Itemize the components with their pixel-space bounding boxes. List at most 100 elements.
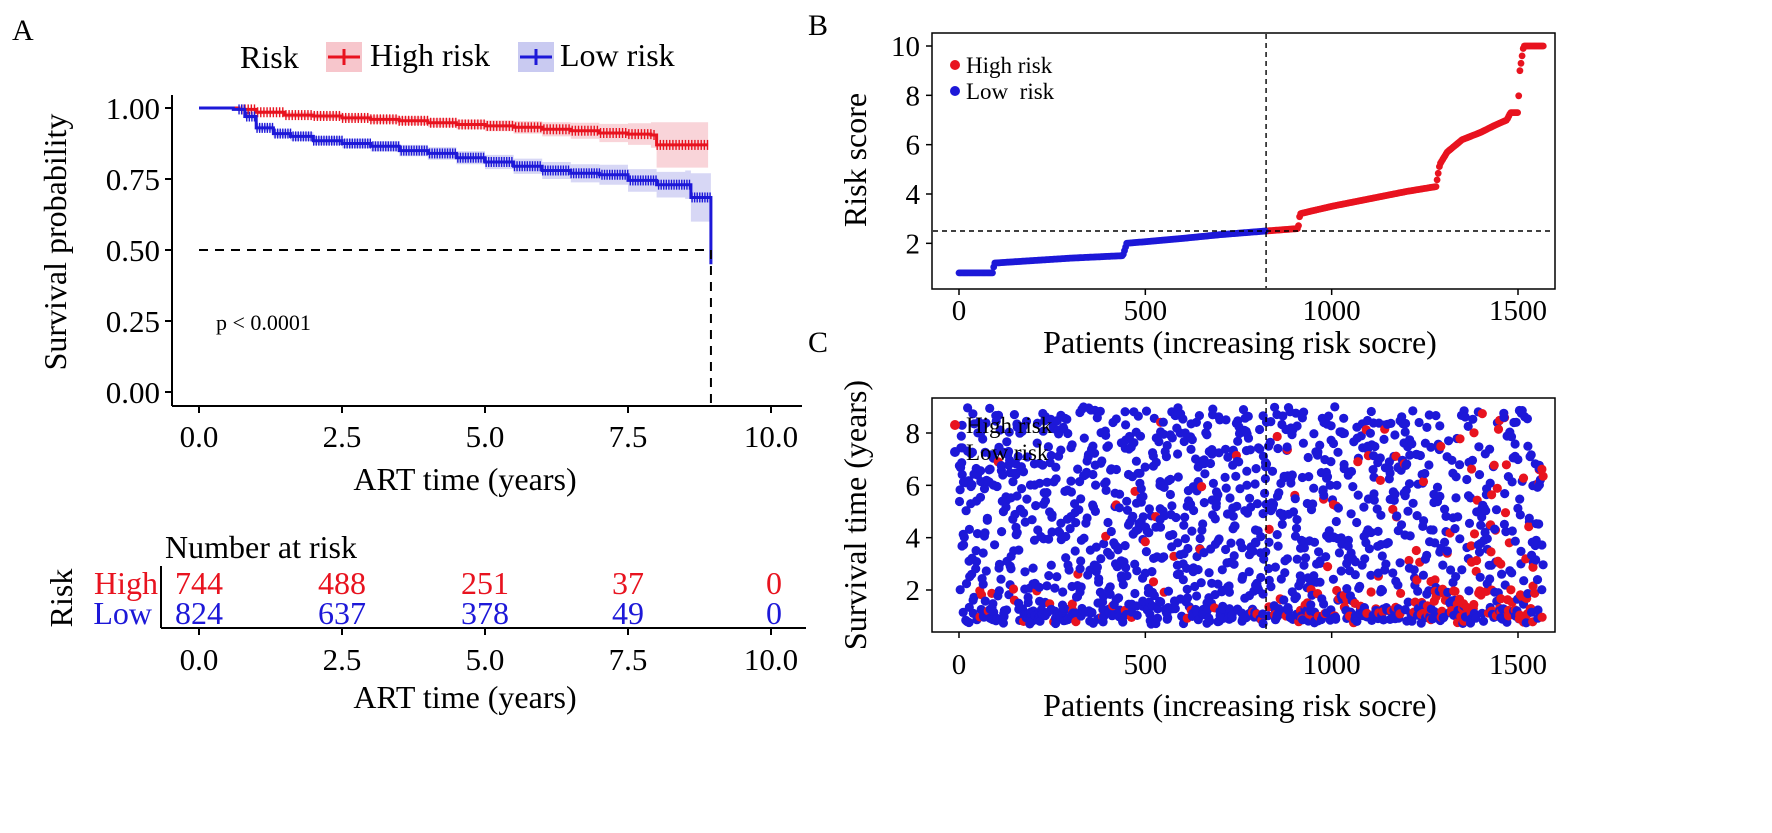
survival-point-low: [1167, 501, 1177, 511]
survival-point-low: [1194, 411, 1204, 421]
survival-time-x-tick-label: 500: [1124, 649, 1168, 681]
risk-count-low: 824: [175, 595, 223, 631]
survival-point-low: [1444, 436, 1454, 446]
survival-point-low: [1440, 537, 1450, 547]
risk-score-x-ticks: 0 500 1000 1500: [952, 289, 1547, 327]
survival-point-high: [1396, 588, 1406, 599]
survival-point-low: [1221, 544, 1231, 555]
survival-point-low: [1457, 565, 1467, 575]
risk-score-frame: [931, 32, 1556, 290]
risk-score-point-low: [989, 269, 996, 277]
survival-point-low: [1490, 524, 1500, 534]
survival-point-low: [977, 574, 987, 584]
survival-point-low: [1043, 442, 1053, 452]
km-plot-area: [199, 104, 713, 406]
survival-point-high: [1477, 409, 1487, 419]
survival-point-low: [1267, 503, 1278, 513]
survival-point-low: [1392, 511, 1402, 521]
km-y-tick-label: 0.25: [106, 304, 160, 339]
survival-point-low: [1438, 560, 1448, 570]
survival-point-low: [1080, 470, 1090, 480]
survival-point-low: [1322, 472, 1333, 482]
survival-point-low: [1415, 450, 1425, 461]
survival-point-low: [1403, 597, 1413, 607]
survival-point-low: [1523, 441, 1533, 451]
survival-point-low: [1145, 609, 1155, 619]
survival-point-low: [1115, 489, 1125, 499]
survival-point-low: [1291, 523, 1302, 533]
survival-point-low: [1224, 581, 1234, 591]
survival-point-low: [1256, 532, 1266, 542]
survival-point-low: [1173, 472, 1183, 482]
survival-point-low: [1233, 436, 1243, 446]
survival-point-low: [1430, 538, 1440, 548]
survival-point-high: [1197, 482, 1207, 492]
survival-point-low: [1046, 560, 1056, 570]
risk-count-high: 488: [318, 565, 366, 601]
survival-point-low: [1272, 530, 1282, 540]
survival-point-low: [1274, 488, 1284, 498]
survival-point-low: [996, 574, 1006, 584]
survival-point-low: [1385, 468, 1395, 478]
km-ci-band-high: [199, 108, 709, 168]
survival-point-low: [1334, 548, 1344, 558]
survival-point-low: [1208, 478, 1218, 488]
survival-point-low: [964, 524, 975, 535]
survival-point-low: [1485, 478, 1495, 488]
survival-point-low: [1232, 501, 1242, 511]
survival-point-low: [982, 515, 992, 525]
survival-point-high: [1501, 460, 1511, 470]
survival-point-low: [1331, 516, 1341, 527]
survival-point-low: [1505, 427, 1515, 437]
risk-table-x-tick-label: 5.0: [466, 642, 505, 677]
survival-point-low: [968, 595, 978, 605]
survival-point-low: [1533, 605, 1543, 615]
survival-point-low: [1324, 411, 1334, 421]
survival-point-low: [1153, 604, 1163, 614]
survival-point-low: [1044, 571, 1054, 581]
survival-point-low: [959, 532, 969, 542]
survival-point-low: [957, 470, 967, 480]
survival-point-low: [1499, 519, 1509, 530]
survival-point-low: [1120, 541, 1130, 551]
survival-point-low: [1370, 441, 1380, 452]
survival-point-low: [1028, 563, 1038, 573]
survival-point-low: [1237, 543, 1247, 553]
survival-point-low: [1468, 414, 1478, 424]
survival-point-low: [1235, 484, 1245, 494]
km-x-tick-label: 7.5: [609, 419, 648, 454]
survival-point-low: [1087, 607, 1097, 618]
risk-score-y-tick-label: 2: [906, 228, 921, 260]
km-y-tick-label: 1.00: [106, 91, 160, 126]
survival-point-high: [1455, 434, 1465, 444]
survival-time-legend[interactable]: High risk Low risk: [950, 413, 1053, 465]
survival-point-low: [1182, 584, 1192, 594]
survival-time-legend-dot-low: [950, 447, 960, 457]
survival-point-low: [1383, 538, 1393, 548]
survival-point-low: [1196, 578, 1206, 588]
survival-point-low: [1113, 545, 1123, 555]
survival-point-low: [1451, 493, 1461, 503]
survival-point-low: [1414, 417, 1424, 428]
survival-point-low: [1315, 558, 1325, 569]
survival-point-low: [1101, 477, 1111, 487]
survival-point-low: [978, 548, 988, 558]
survival-point-low: [1082, 513, 1092, 523]
survival-point-low: [1515, 510, 1525, 520]
risk-count-low: 378: [461, 595, 509, 631]
km-legend[interactable]: Risk High risk Low risk: [240, 37, 675, 75]
survival-time-plot-area: [954, 399, 1548, 631]
survival-point-low: [1038, 426, 1048, 436]
survival-point-high: [1486, 547, 1496, 557]
survival-point-low: [1315, 577, 1325, 587]
risk-score-legend[interactable]: High risk Low risk: [950, 53, 1055, 104]
survival-point-low: [985, 464, 995, 474]
survival-point-low: [1132, 566, 1142, 576]
survival-point-low: [1312, 450, 1323, 460]
survival-point-low: [1103, 441, 1113, 451]
survival-point-low: [992, 613, 1002, 624]
survival-point-low: [1446, 565, 1456, 575]
survival-point-low: [1292, 515, 1302, 525]
survival-point-low: [1418, 570, 1428, 580]
km-legend-label-low: Low risk: [560, 37, 675, 73]
